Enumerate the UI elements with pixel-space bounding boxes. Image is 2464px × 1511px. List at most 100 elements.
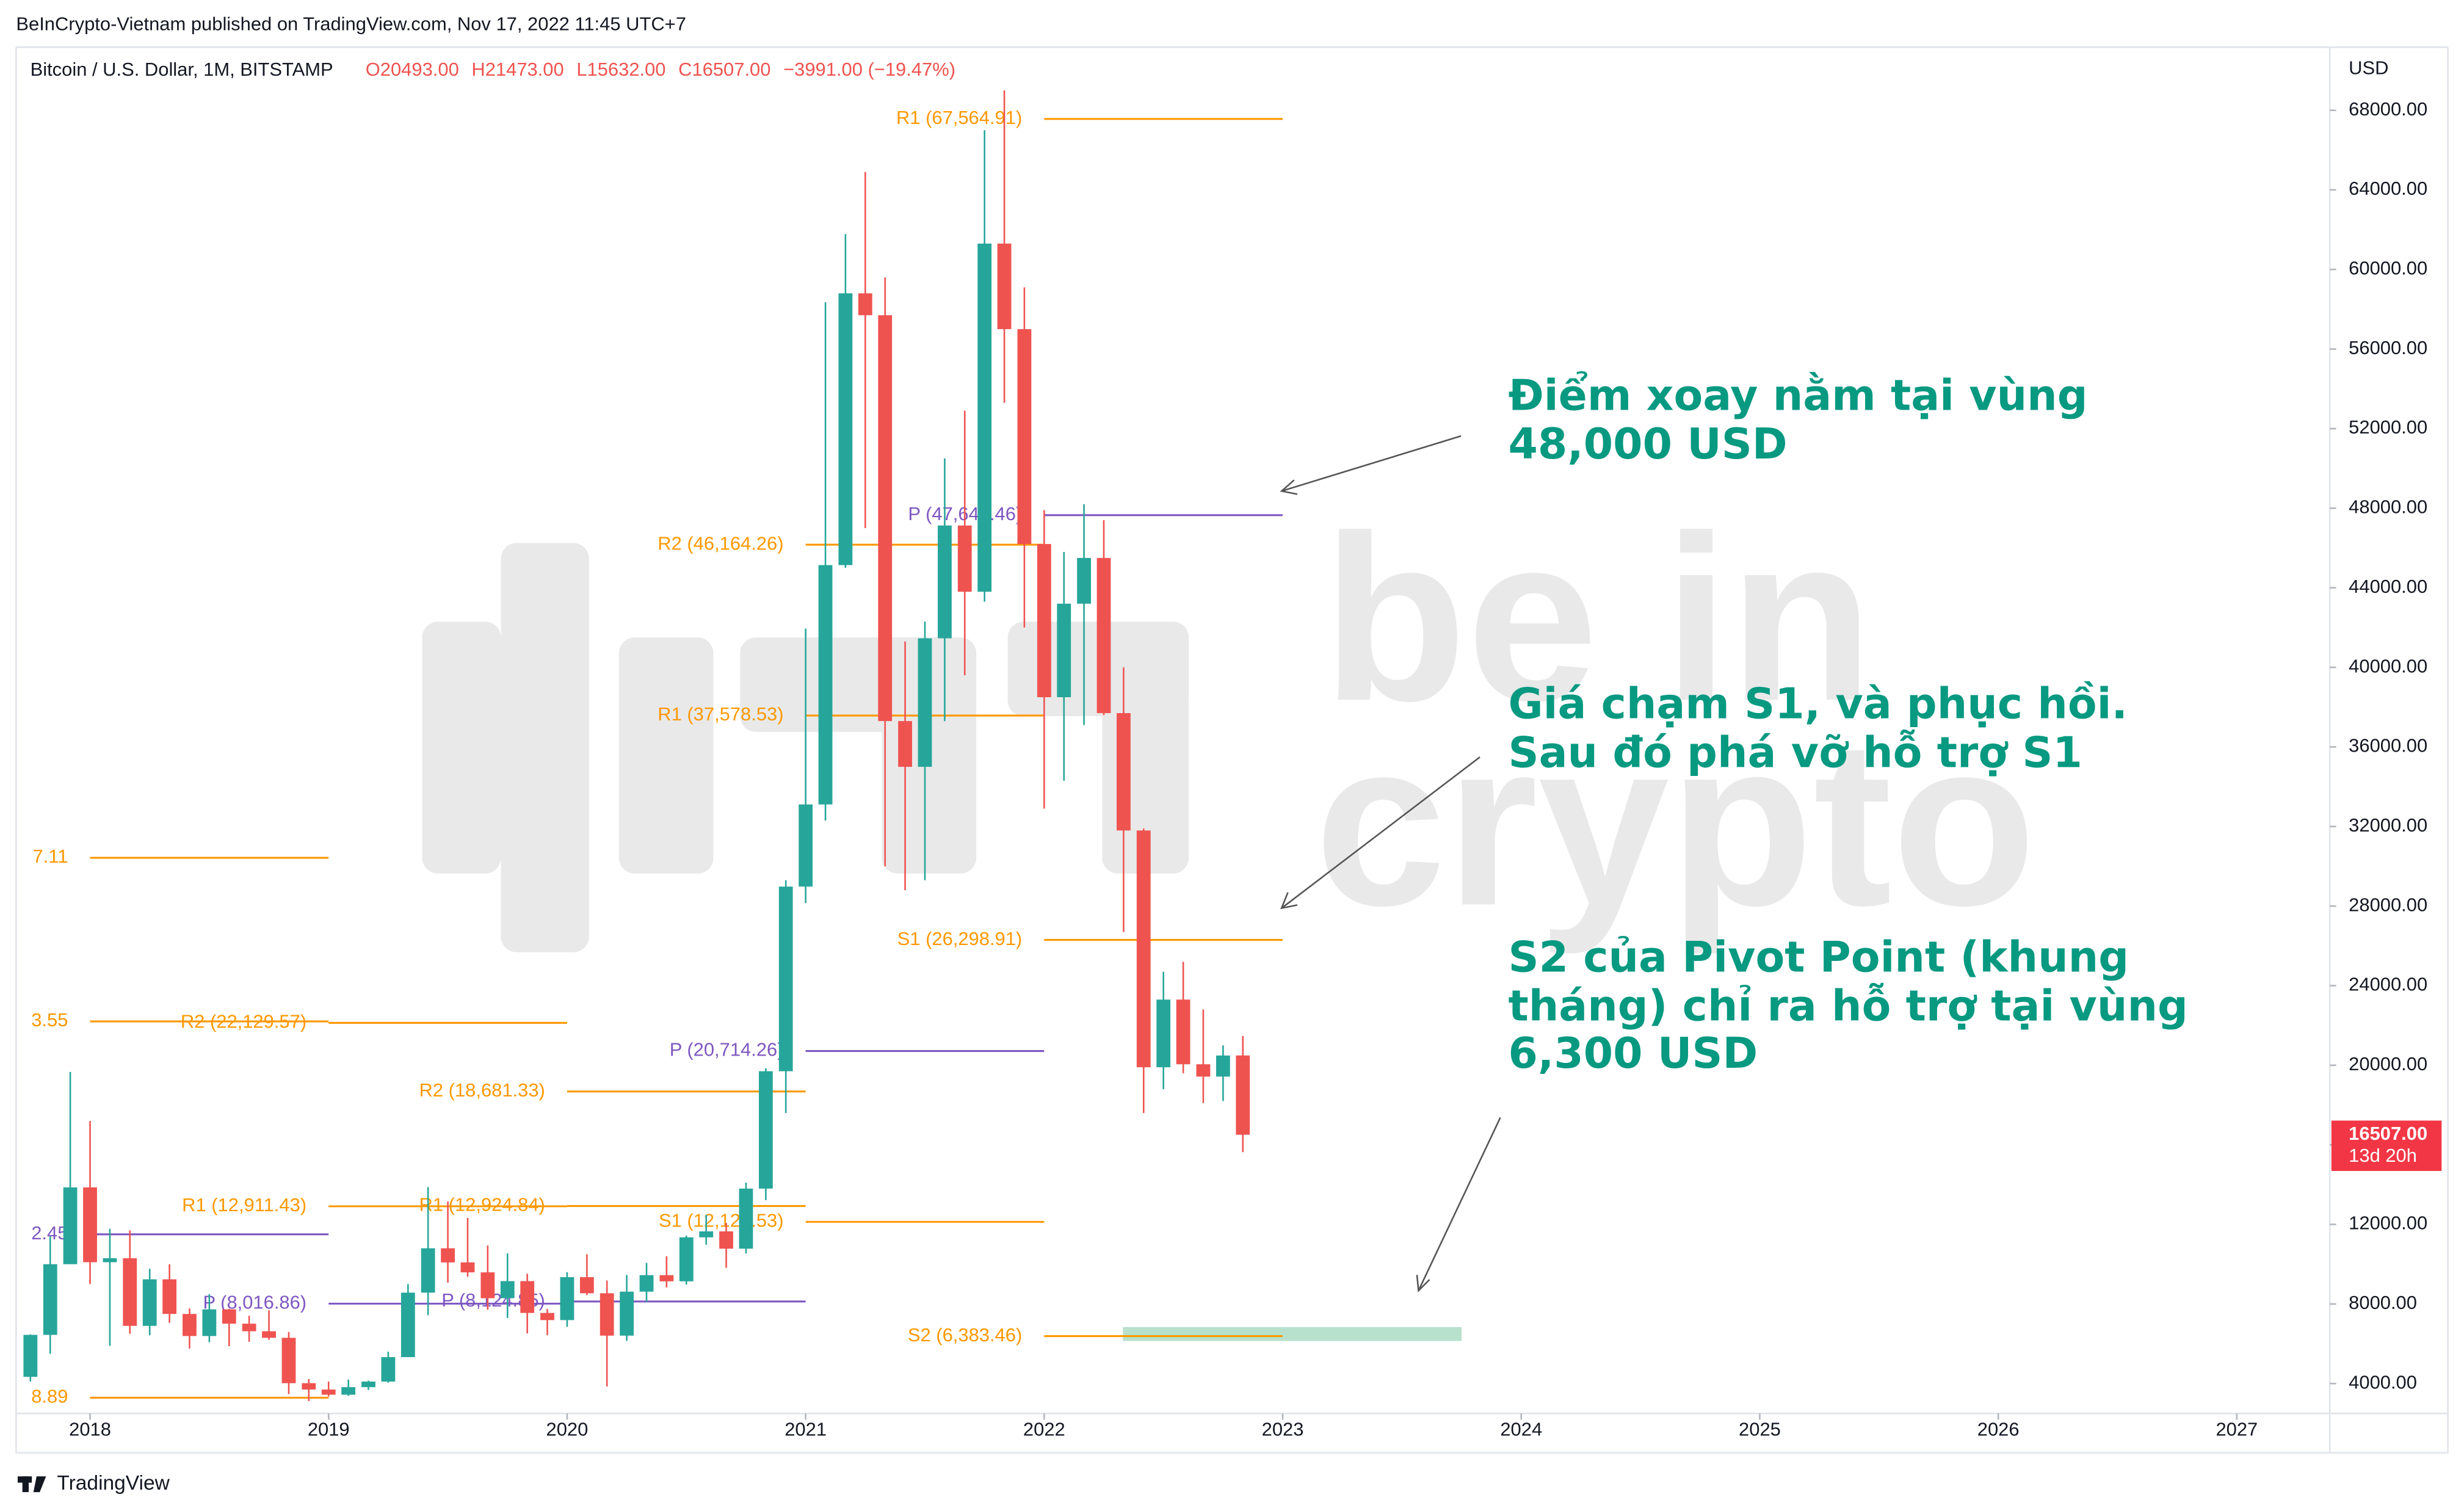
arrow-head (1416, 1275, 1430, 1292)
y-tick-label: 56000.00 (2349, 337, 2427, 358)
arrow (1281, 435, 1462, 492)
candle-body (441, 1248, 455, 1263)
pivot-label: R2 (22,129.57) (181, 1011, 306, 1032)
pivot-label: 8.89 (31, 1386, 68, 1407)
x-tick-label: 2021 (784, 1419, 827, 1440)
candle-body (500, 1281, 515, 1299)
y-tick-label: 60000.00 (2349, 258, 2427, 279)
y-tick-label: 32000.00 (2349, 814, 2427, 836)
candle-body (361, 1382, 375, 1388)
candle-body (242, 1324, 256, 1332)
candle-body (341, 1387, 356, 1395)
pivot-label: P (8,016.86) (203, 1292, 307, 1313)
candle-body (83, 1187, 97, 1263)
candle-body (858, 293, 872, 316)
candle-body (699, 1231, 714, 1237)
candle-body (460, 1262, 475, 1273)
x-tick-label: 2026 (1977, 1419, 2020, 1440)
candle-body (400, 1292, 415, 1357)
pivot-label: 3.55 (31, 1009, 68, 1031)
candle-body (778, 886, 793, 1071)
pivot-label: R2 (18,681.33) (419, 1079, 545, 1101)
watermark-text: be in (1322, 486, 1873, 750)
footer: TradingView (57, 1472, 170, 1495)
y-tick-label: 40000.00 (2349, 655, 2427, 676)
candle-body (560, 1277, 574, 1321)
annotation: Điểm xoay nằm tại vùng (1508, 371, 2087, 420)
candle-body (1096, 557, 1111, 714)
annotation: Sau đó phá vỡ hỗ trợ S1 (1508, 728, 2082, 778)
candle-body (997, 243, 1012, 330)
candle-body (600, 1293, 614, 1336)
candle-body (838, 293, 853, 565)
candle-body (43, 1264, 57, 1335)
candle-body (202, 1309, 217, 1336)
x-tick-label: 2020 (546, 1419, 589, 1440)
price-tag (2331, 1120, 2442, 1171)
candle-body (1057, 603, 1071, 697)
y-tick-label: 36000.00 (2349, 735, 2427, 756)
pivot-label: R1 (67,564.91) (896, 107, 1022, 128)
pivot-label: R1 (12,924.84) (419, 1194, 545, 1216)
candle-body (938, 525, 952, 639)
y-tick-label: 52000.00 (2349, 416, 2427, 438)
x-tick-label: 2019 (308, 1419, 350, 1440)
pivot-label: R1 (12,911.43) (182, 1194, 306, 1216)
publisher: BeInCrypto-Vietnam published on TradingV… (16, 13, 686, 34)
candle-body (758, 1071, 773, 1189)
y-tick-label: 4000.00 (2349, 1371, 2417, 1393)
ohlc-legend: O20493.00 H21473.00 L15632.00 C16507.00 −399… (366, 59, 955, 80)
candle-body (23, 1335, 38, 1377)
candle-body (1216, 1055, 1230, 1077)
annotation: 48,000 USD (1508, 419, 1787, 469)
y-axis-label: USD (2349, 57, 2388, 79)
candle-body (918, 638, 932, 767)
x-tick-label: 2027 (2216, 1419, 2258, 1440)
candle-body (620, 1291, 634, 1336)
candle-body (1196, 1064, 1211, 1077)
ohlc-value: O20493.00 (366, 59, 459, 80)
candle-body (1077, 557, 1091, 604)
y-tick-label: 8000.00 (2349, 1292, 2417, 1313)
watermark-text: crypto (1314, 690, 2036, 956)
x-tick-label: 2025 (1739, 1419, 1781, 1440)
y-tick-label: 44000.00 (2349, 576, 2427, 597)
candle-body (1037, 544, 1051, 697)
arrow (1281, 756, 1480, 909)
y-tick-label: 28000.00 (2349, 894, 2427, 915)
candle-body (103, 1258, 117, 1263)
candle-body (957, 525, 972, 592)
candle-body (540, 1313, 554, 1321)
annotation: tháng) chỉ ra hỗ trợ tại vùng (1508, 982, 2187, 1031)
candle-body (579, 1277, 594, 1294)
candle-body (1017, 329, 1032, 545)
x-tick-label: 2023 (1262, 1419, 1304, 1440)
ohlc-value: C16507.00 (678, 59, 770, 80)
y-tick-label: 20000.00 (2349, 1053, 2427, 1074)
candle-body (123, 1258, 137, 1326)
candle-body (639, 1275, 654, 1292)
x-tick-label: 2022 (1023, 1419, 1065, 1440)
y-tick-label: 24000.00 (2349, 974, 2427, 995)
pivot-label: R1 (37,578.53) (658, 703, 783, 725)
y-tick-label: 12000.00 (2349, 1212, 2427, 1234)
candle-body (262, 1331, 276, 1338)
logo-bar (618, 637, 714, 874)
candle-body (1236, 1055, 1250, 1135)
candle-body (898, 721, 912, 767)
candle-body (719, 1231, 733, 1249)
arrow (1418, 1117, 1501, 1291)
candle-body (281, 1338, 296, 1383)
candle-body (321, 1390, 336, 1395)
annotation: Giá chạm S1, và phục hồi. (1508, 679, 2127, 729)
candle-body (679, 1237, 694, 1281)
pivot-label: S2 (6,383.46) (908, 1324, 1022, 1346)
candle-body (878, 315, 893, 722)
ohlc-value: L15632.00 (576, 59, 665, 80)
candle-body (142, 1279, 157, 1326)
candle-body (659, 1275, 674, 1281)
tv-logo (17, 1476, 46, 1493)
